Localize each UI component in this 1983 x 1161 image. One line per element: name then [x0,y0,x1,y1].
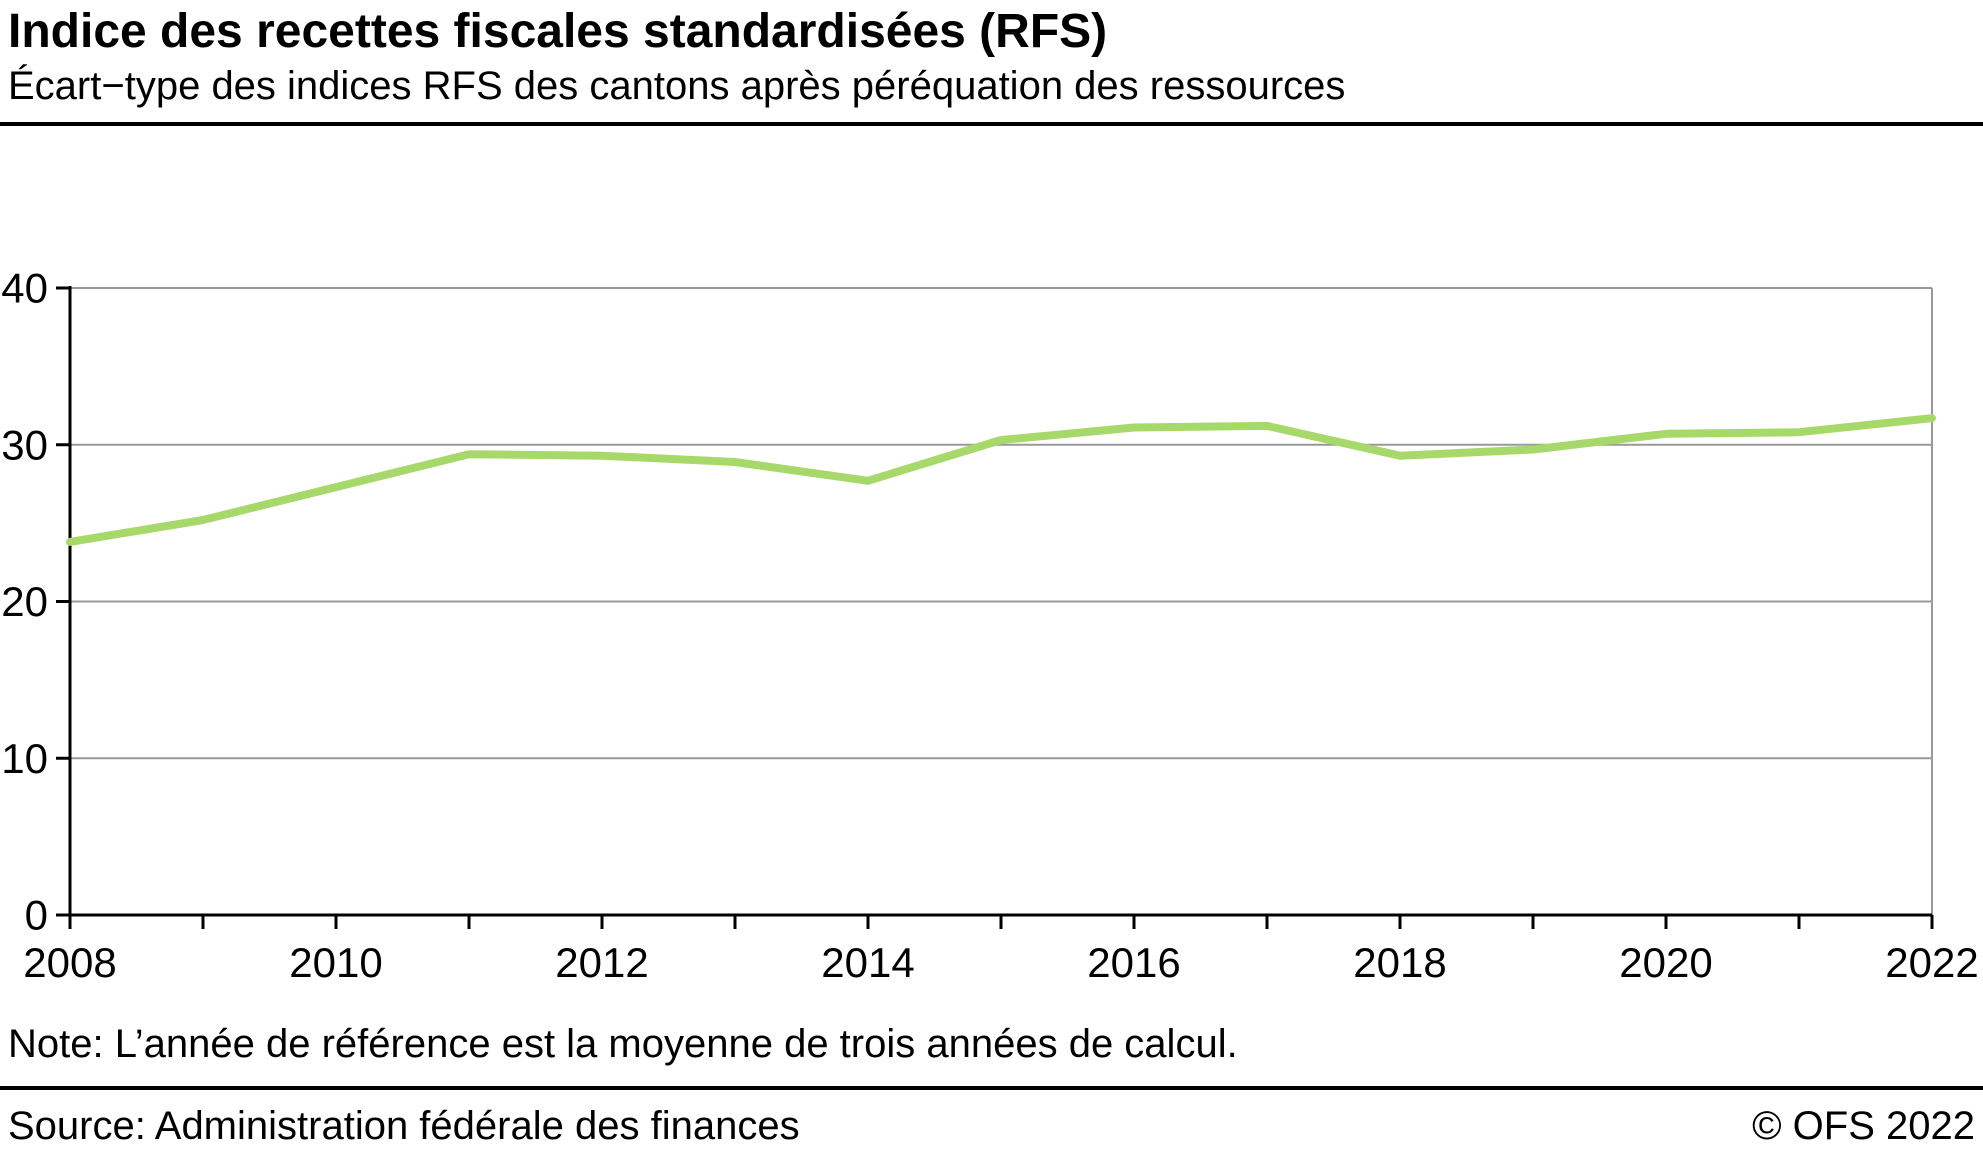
header-divider [0,122,1983,126]
x-tick-label: 2022 [1885,939,1978,986]
x-tick-label: 2016 [1087,939,1180,986]
chart-line [66,414,1936,546]
y-tick-label: 10 [1,735,48,782]
x-tick-label: 2010 [289,939,382,986]
x-tick-label: 2018 [1353,939,1446,986]
x-tick-label: 2014 [821,939,914,986]
y-tick-label: 20 [1,578,48,625]
y-tick-label: 40 [1,265,48,312]
source-text: Source: Administration fédérale des fina… [8,1104,800,1148]
chart-footer: Source: Administration fédérale des fina… [8,1104,1975,1149]
footer-divider [0,1086,1983,1090]
x-tick-label: 2020 [1619,939,1712,986]
chart-title: Indice des recettes fiscales standardisé… [8,5,1108,58]
chart-subtitle: Écart−type des indices RFS des cantons a… [8,64,1346,108]
y-tick-label: 30 [1,421,48,468]
x-tick-label: 2008 [23,939,116,986]
copyright-text: © OFS 2022 [1752,1104,1975,1148]
chart-note: Note: L’année de référence est la moyenn… [8,1022,1238,1066]
y-tick-label: 0 [25,892,48,939]
x-tick-label: 2012 [555,939,648,986]
